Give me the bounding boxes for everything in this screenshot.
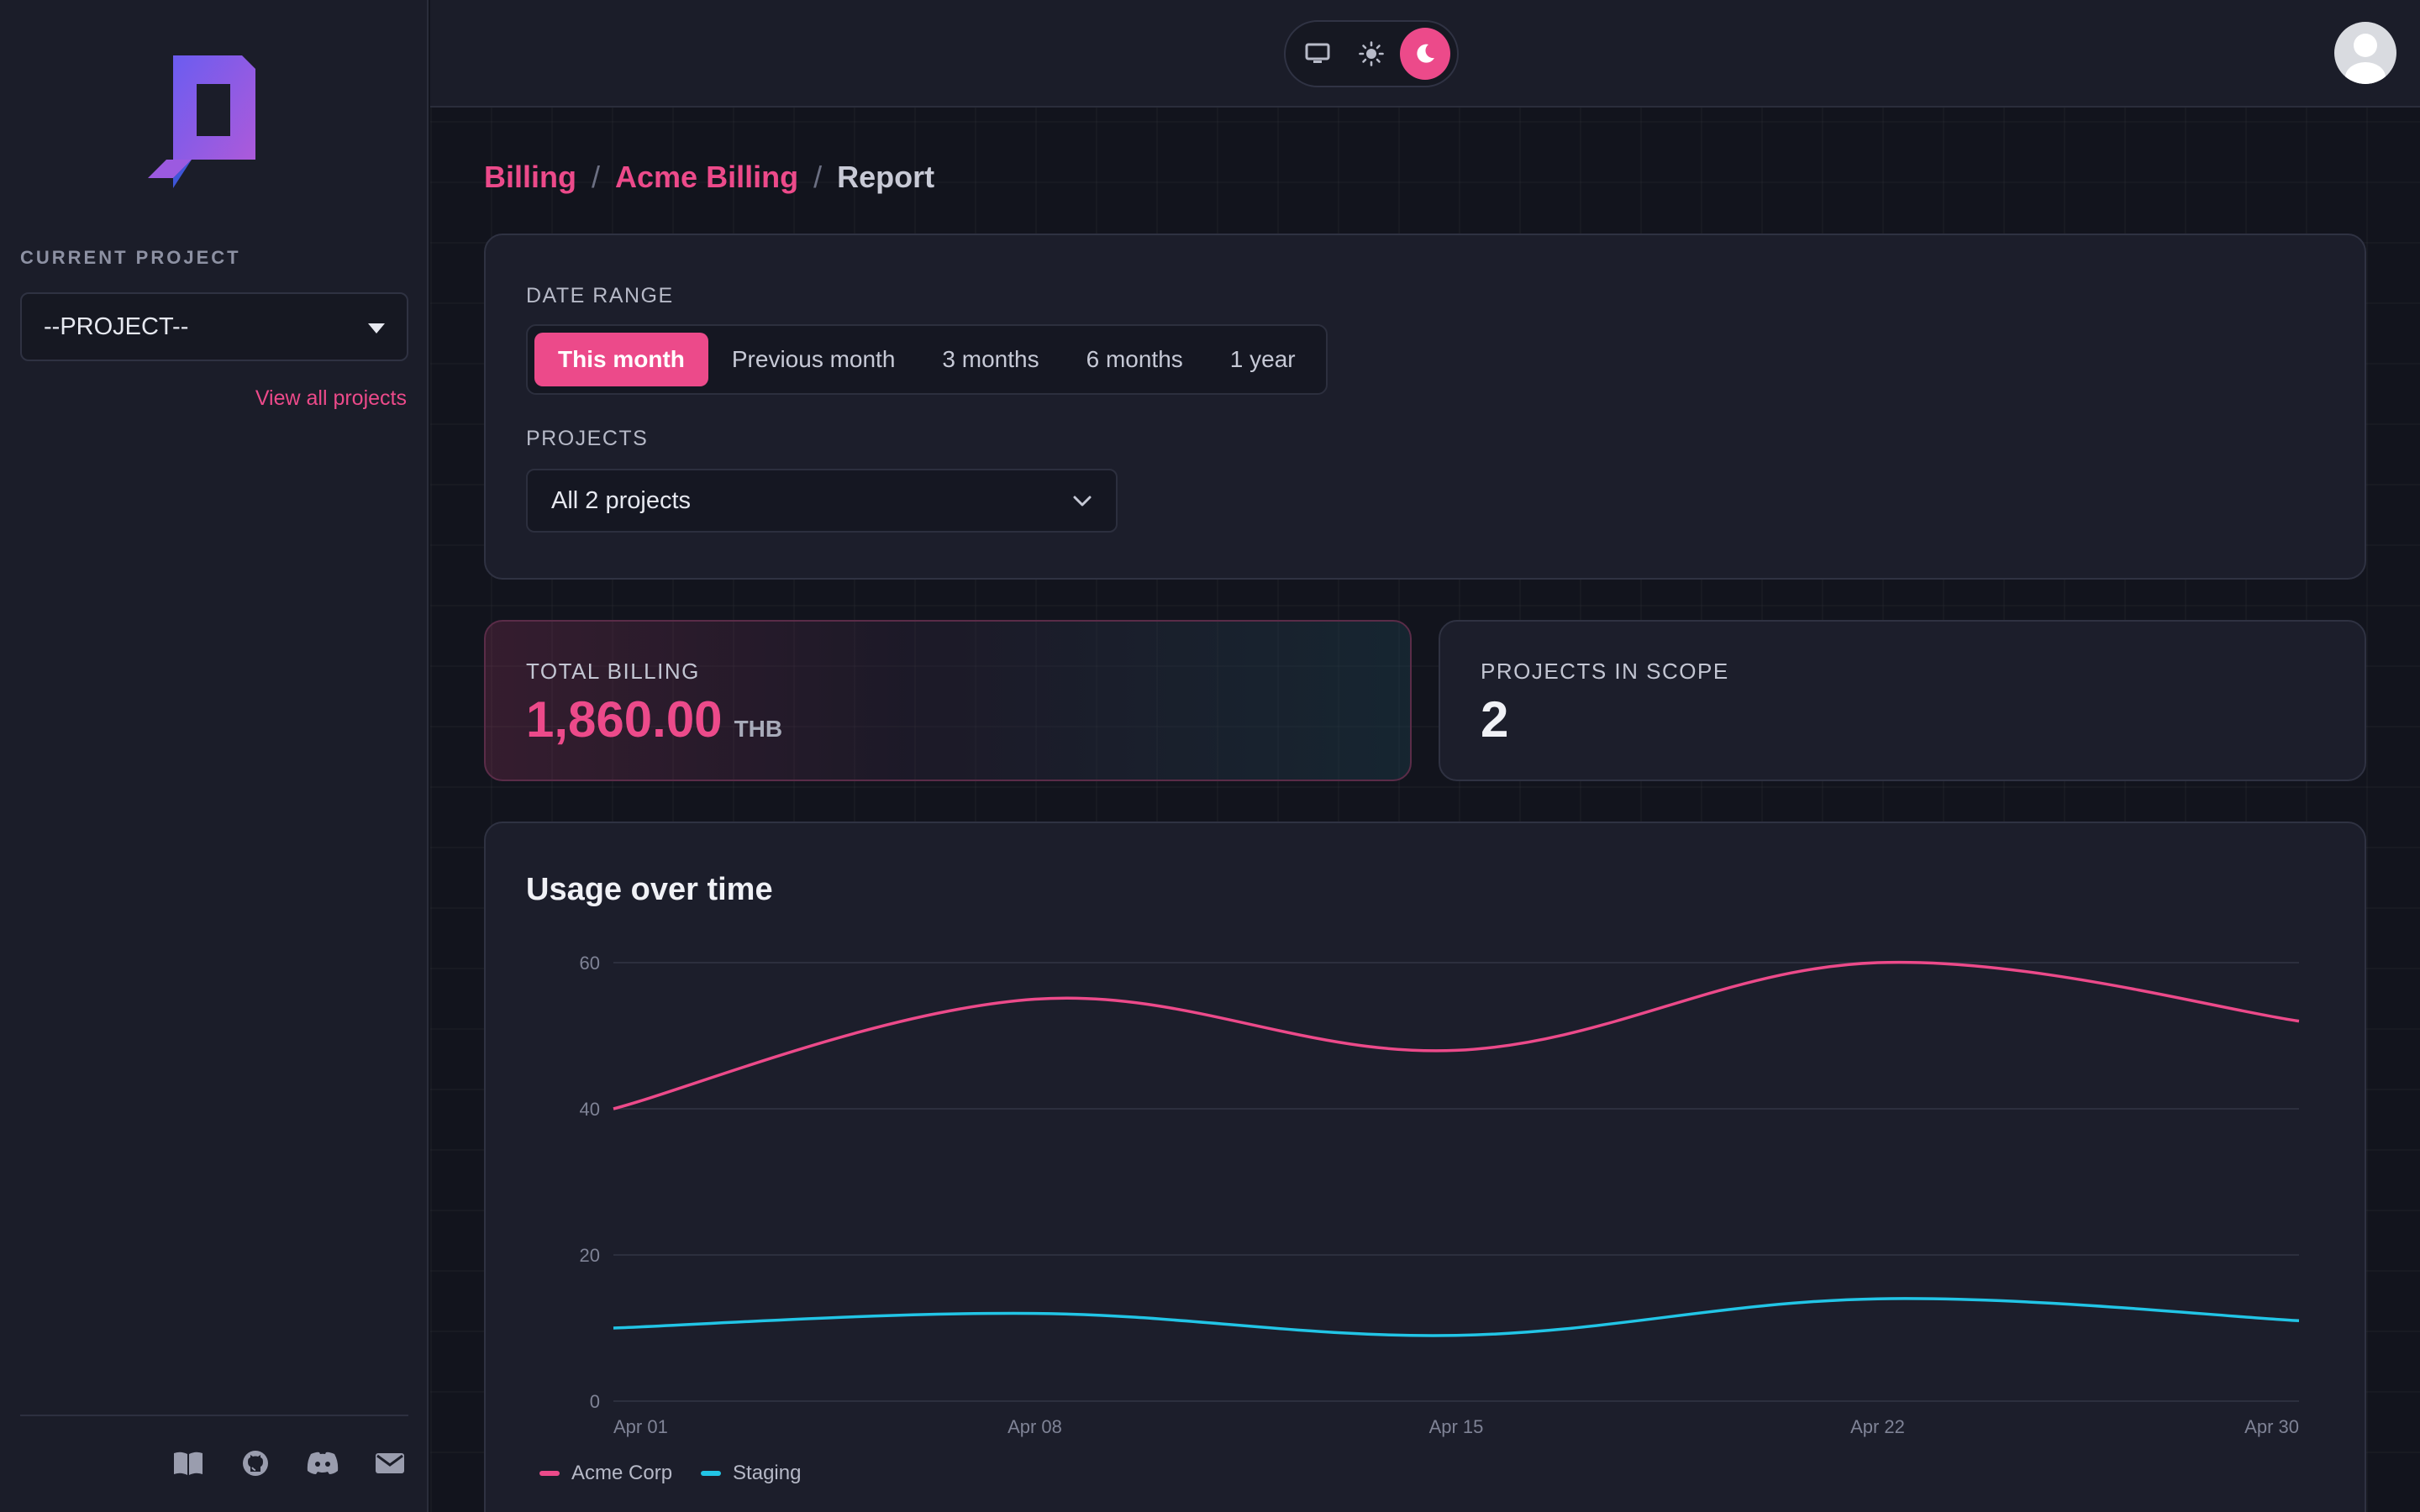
filters-card: DATE RANGE This month Previous month 3 m… xyxy=(484,234,2366,580)
total-billing-unit: THB xyxy=(734,716,783,742)
book-icon[interactable] xyxy=(171,1446,205,1480)
date-option-previous-month[interactable]: Previous month xyxy=(731,346,896,372)
legend-swatch xyxy=(539,1471,560,1476)
x-tick-label: Apr 15 xyxy=(1429,1416,1484,1437)
breadcrumb-current: Report xyxy=(837,160,935,194)
breadcrumb-billing-link[interactable]: Billing xyxy=(484,160,576,194)
projects-label: PROJECTS xyxy=(526,427,649,450)
usage-chart-card: Usage over time 0 20 40 60 Apr 01 Apr 08 Apr 1… xyxy=(484,822,2366,1512)
sun-icon[interactable] xyxy=(1346,28,1397,80)
x-tick-label: Apr 30 xyxy=(2244,1416,2299,1437)
sidebar-divider xyxy=(20,1415,408,1416)
date-range-segmented-control: This month Previous month 3 months 6 mon… xyxy=(526,324,1328,395)
theme-toggle xyxy=(1284,20,1459,87)
y-tick-label: 0 xyxy=(590,1391,600,1412)
project-select-value: --PROJECT-- xyxy=(44,312,189,340)
caret-down-icon xyxy=(368,323,385,333)
legend-label: Acme Corp xyxy=(571,1462,673,1484)
moon-icon[interactable] xyxy=(1400,28,1450,80)
total-billing-label: TOTAL BILLING xyxy=(526,659,700,684)
project-select[interactable]: --PROJECT-- xyxy=(20,292,408,361)
projects-in-scope-value: 2 xyxy=(1481,691,1509,748)
y-tick-label: 40 xyxy=(580,1099,600,1120)
x-tick-label: Apr 01 xyxy=(613,1416,668,1437)
view-all-projects-link[interactable]: View all projects xyxy=(255,386,407,410)
date-option-3-months[interactable]: 3 months xyxy=(942,346,1039,372)
app-logo[interactable] xyxy=(148,55,259,190)
mail-icon[interactable] xyxy=(373,1446,407,1480)
chart-title: Usage over time xyxy=(526,872,773,907)
y-tick-label: 20 xyxy=(580,1245,600,1266)
projects-dropdown[interactable]: All 2 projects xyxy=(526,469,1118,533)
projects-in-scope-label: PROJECTS IN SCOPE xyxy=(1481,659,1729,684)
discord-icon[interactable] xyxy=(306,1446,339,1480)
main-content: Billing / Acme Billing / Report DATE RAN… xyxy=(430,0,2420,1512)
top-bar xyxy=(430,0,2420,108)
series-line-staging xyxy=(613,1297,2300,1337)
total-billing-value: 1,860.00 xyxy=(526,691,723,748)
breadcrumb-separator: / xyxy=(813,160,823,194)
x-tick-label: Apr 22 xyxy=(1850,1416,1905,1437)
legend-item-acme-corp[interactable]: Acme Corp xyxy=(539,1462,672,1485)
projects-dropdown-value: All 2 projects xyxy=(551,486,692,514)
chart-legend: Acme Corp Staging xyxy=(539,1462,801,1485)
date-option-this-month[interactable]: This month xyxy=(534,333,708,386)
usage-line-chart: 0 20 40 60 Apr 01 Apr 08 Apr 15 Apr 22 Apr 30 xyxy=(580,953,2300,1437)
y-tick-label: 60 xyxy=(580,953,600,974)
chevron-down-icon xyxy=(1071,489,1094,519)
total-billing-value-group: 1,860.00 THB xyxy=(526,690,782,748)
date-range-label: DATE RANGE xyxy=(526,284,674,307)
legend-item-staging[interactable]: Staging xyxy=(701,1462,801,1485)
total-billing-card: TOTAL BILLING 1,860.00 THB xyxy=(484,620,1412,781)
projects-in-scope-value-group: 2 xyxy=(1481,690,1508,748)
date-option-1-year[interactable]: 1 year xyxy=(1229,346,1296,372)
breadcrumb-separator: / xyxy=(592,160,601,194)
date-option-6-months[interactable]: 6 months xyxy=(1086,346,1183,372)
series-line-acme-corp xyxy=(613,960,2300,1110)
sidebar-footer xyxy=(171,1446,407,1480)
legend-label: Staging xyxy=(733,1462,802,1484)
x-tick-label: Apr 08 xyxy=(1007,1416,1062,1437)
sidebar: CURRENT PROJECT --PROJECT-- View all pro… xyxy=(0,0,429,1512)
projects-in-scope-card: PROJECTS IN SCOPE 2 xyxy=(1439,620,2366,781)
breadcrumb: Billing / Acme Billing / Report xyxy=(484,160,934,195)
breadcrumb-acme-billing-link[interactable]: Acme Billing xyxy=(615,160,799,194)
legend-swatch xyxy=(701,1471,722,1476)
avatar[interactable] xyxy=(2334,22,2396,84)
github-icon[interactable] xyxy=(239,1446,272,1480)
current-project-label: CURRENT PROJECT xyxy=(20,247,241,268)
monitor-icon[interactable] xyxy=(1292,28,1343,80)
